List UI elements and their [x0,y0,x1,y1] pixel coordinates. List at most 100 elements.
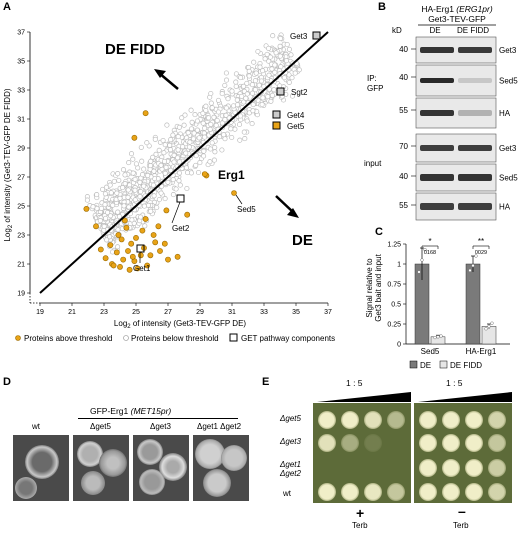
protein-below-point [116,177,122,183]
protein-above-point [123,224,130,231]
bar-y-tick-label: 0.5 [391,302,401,309]
protein-below-point [259,101,265,108]
x-tick-label: 23 [100,309,108,316]
label-de: DE [292,232,313,249]
protein-below-point [156,147,162,153]
protein-below-point [162,196,168,202]
replicate-point [423,247,427,252]
protein-above-point [131,134,138,141]
protein-below-point [246,73,252,79]
protein-below-point [171,152,177,158]
blot-marker-kd: 55 [399,106,408,115]
plus-colony-spot [364,483,382,501]
protein-above-point [113,249,120,256]
plus-colony-spot [364,434,382,452]
protein-above-point [163,207,170,214]
protein-below-point [163,164,169,170]
protein-below-point [175,155,181,161]
label-get2: Get2 [172,224,190,233]
protein-below-point [207,159,213,165]
protein-below-point [277,53,283,59]
blot-band-de [420,174,454,181]
protein-below-point [251,59,257,65]
input-label: input [364,159,382,168]
blot-band-fidd [458,47,492,53]
blot-row-label: Get3 [499,144,517,153]
protein-below-point [150,154,156,160]
arrow-down-right-icon [275,195,299,218]
get5-marker [272,121,281,130]
dilution-wedges [317,392,512,402]
protein-below-point [207,146,214,152]
protein-below-point [212,144,218,151]
protein-below-point [292,70,298,76]
protein-below-point [147,163,154,169]
get2-marker [176,194,185,203]
minus-colony-spot [442,411,460,429]
protein-below-point [223,77,230,83]
plus-colony-spot [387,459,405,477]
protein-below-point [184,185,190,192]
protein-below-point [222,117,228,123]
protein-below-point [162,142,168,148]
protein-below-point [209,140,215,146]
protein-below-point [170,132,176,138]
replicate-point [474,254,478,258]
protein-below-point [195,169,202,176]
replicate-point [439,334,443,338]
protein-above-point [144,262,151,269]
bar-ylabel-2: Get3 bait and input [374,253,383,321]
bar-significance: * 0168 ** 0029 [421,237,490,256]
blot-band-de [420,110,454,116]
protein-below-point [277,35,283,42]
protein-below-point [266,72,272,78]
minus-colony-spot [488,459,506,477]
protein-below-point [176,159,183,165]
protein-below-point [101,223,107,229]
protein-below-point [128,151,135,157]
protein-below-point [167,142,173,148]
protein-below-point [253,70,259,76]
protein-below-point [175,147,181,153]
protein-below-point [179,115,185,121]
p-value: 0168 [424,250,436,256]
protein-below-point [154,204,160,211]
terb-label-minus: Terb [453,521,469,530]
blot-title-line1: HA-Erg1 (ERG1pr) [421,4,493,14]
y-tick-label: 27 [17,175,25,182]
protein-below-point [84,197,90,203]
protein-below-point [221,132,227,138]
protein-below-point [126,160,132,166]
minus-colony-spot [442,434,460,452]
minus-colony-spot [465,434,483,452]
protein-above-point [83,205,90,212]
protein-below-point [197,160,203,166]
protein-below-point [141,166,147,172]
protein-below-point [150,182,156,188]
protein-below-point [283,58,290,64]
protein-below-point [170,192,176,198]
protein-below-point [121,203,127,209]
protein-below-point [269,92,275,98]
micrograph-get5 [73,435,129,501]
protein-below-point [165,179,171,185]
dilution-wedge-minus-icon [418,392,512,402]
protein-below-point [176,124,182,130]
bar-de [465,263,481,345]
protein-below-point [236,121,243,128]
blot-marker-kd: 40 [399,45,408,54]
protein-below-point [268,98,274,104]
protein-below-point [250,102,256,108]
protein-above-point [128,240,135,247]
protein-below-point [272,62,278,68]
protein-below-point [191,130,197,136]
protein-below-point [160,137,166,144]
protein-below-point [256,82,262,88]
plus-colony-spot [341,434,359,452]
protein-below-point [185,130,191,136]
protein-below-point [114,190,120,196]
protein-below-point [120,185,126,191]
x-tick-label: 21 [68,309,76,316]
protein-above-point [133,234,139,241]
protein-below-point [170,177,176,183]
